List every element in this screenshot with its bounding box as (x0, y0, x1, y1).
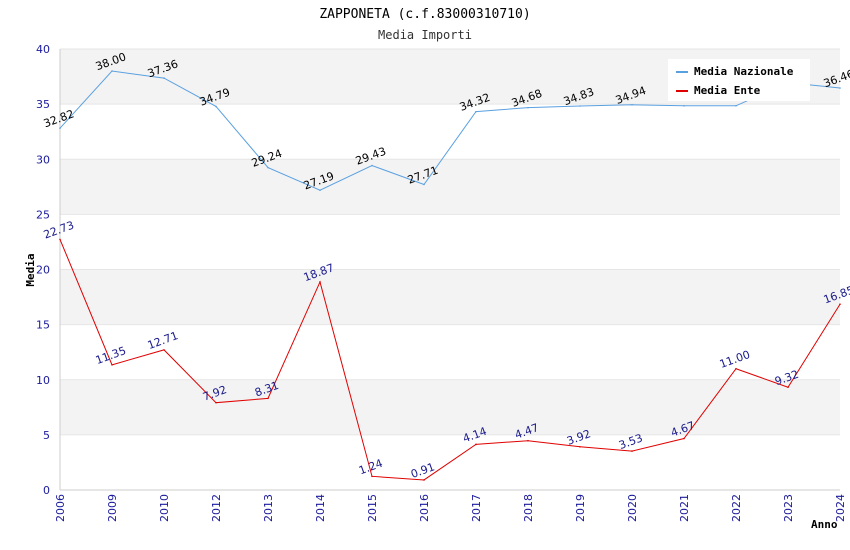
data-point-nazionale (839, 87, 841, 89)
data-point-ente (735, 367, 737, 370)
data-point-ente (579, 445, 581, 448)
data-point-ente (319, 281, 321, 283)
data-point-nazionale (683, 104, 685, 107)
chart-title: ZAPPONETA (c.f.83000310710) (319, 7, 530, 22)
grid-band (60, 379, 840, 435)
x-tick-label: 2018 (522, 494, 535, 522)
data-point-nazionale (319, 189, 321, 192)
data-label-ente: 0.91 (409, 460, 436, 481)
y-tick-label: 0 (43, 484, 50, 497)
data-point-ente (787, 386, 789, 389)
x-tick-label: 2016 (418, 494, 431, 522)
x-axis-label: Anno (811, 518, 838, 531)
x-tick-label: 2014 (314, 494, 327, 522)
series-line-nazionale (59, 70, 841, 191)
x-tick-label: 2013 (262, 494, 275, 522)
data-point-ente (267, 397, 269, 400)
data-point-nazionale (267, 166, 269, 169)
legend-label-nazionale: Media Nazionale (694, 65, 794, 78)
y-tick-label: 5 (43, 429, 50, 442)
chart-subtitle: Media Importi (378, 28, 472, 42)
y-tick-label: 15 (36, 319, 50, 332)
data-point-nazionale (475, 110, 477, 113)
x-tick-label: 2020 (626, 494, 639, 522)
x-tick-label: 2012 (210, 494, 223, 522)
data-point-nazionale (59, 127, 61, 129)
grid-band (60, 269, 840, 325)
x-tick-label: 2015 (366, 494, 379, 522)
data-label-ente: 12.71 (146, 329, 180, 352)
data-point-ente (215, 401, 217, 404)
x-tick-label: 2019 (574, 494, 587, 522)
data-point-ente (163, 349, 165, 351)
data-point-nazionale (579, 105, 581, 107)
data-point-ente (59, 238, 61, 241)
x-tick-label: 2017 (470, 494, 483, 522)
y-tick-label: 10 (36, 374, 50, 387)
data-point-ente (423, 479, 425, 481)
x-tick-label: 2024 (834, 494, 847, 522)
x-tick-label: 2022 (730, 494, 743, 522)
data-point-ente (527, 439, 529, 442)
series-line-ente (59, 239, 841, 481)
y-tick-label: 30 (36, 153, 50, 166)
data-point-ente (371, 475, 373, 478)
data-point-nazionale (111, 70, 113, 72)
legend-label-ente: Media Ente (694, 84, 761, 97)
y-tick-label: 35 (36, 98, 50, 111)
data-point-nazionale (631, 103, 633, 106)
y-tick-label: 25 (36, 208, 50, 221)
data-point-ente (475, 443, 477, 446)
x-tick-label: 2010 (158, 494, 171, 522)
data-point-nazionale (527, 106, 529, 109)
x-tick-label: 2006 (54, 494, 67, 522)
data-point-ente (839, 303, 841, 306)
data-point-ente (631, 450, 633, 452)
data-label-ente: 11.00 (718, 348, 752, 371)
y-axis-label: Media (24, 253, 37, 286)
data-point-ente (111, 364, 113, 366)
grid-bands (60, 48, 840, 491)
x-tick-label: 2021 (678, 494, 691, 522)
x-tick-label: 2009 (106, 494, 119, 522)
data-label-ente: 22.73 (42, 219, 76, 242)
x-tick-label: 2023 (782, 494, 795, 522)
legend: Media Nazionale Media Ente (668, 59, 810, 101)
series-layer (59, 70, 841, 481)
grid-band (60, 159, 840, 215)
y-tick-label: 20 (36, 264, 50, 277)
axes: 0 5 10 15 20 25 30 35 40 2006 2009 2010 2012 2013 2014… (36, 43, 847, 522)
data-point-nazionale (215, 105, 217, 108)
legend-box (668, 59, 810, 101)
data-point-nazionale (371, 164, 373, 167)
data-label-ente: 11.35 (94, 344, 128, 367)
data-point-nazionale (163, 77, 165, 79)
data-point-nazionale (735, 104, 737, 107)
data-label-ente: 1.24 (357, 457, 384, 478)
data-point-ente (683, 437, 685, 440)
y-tick-label: 40 (36, 43, 50, 56)
data-point-nazionale (423, 183, 425, 186)
